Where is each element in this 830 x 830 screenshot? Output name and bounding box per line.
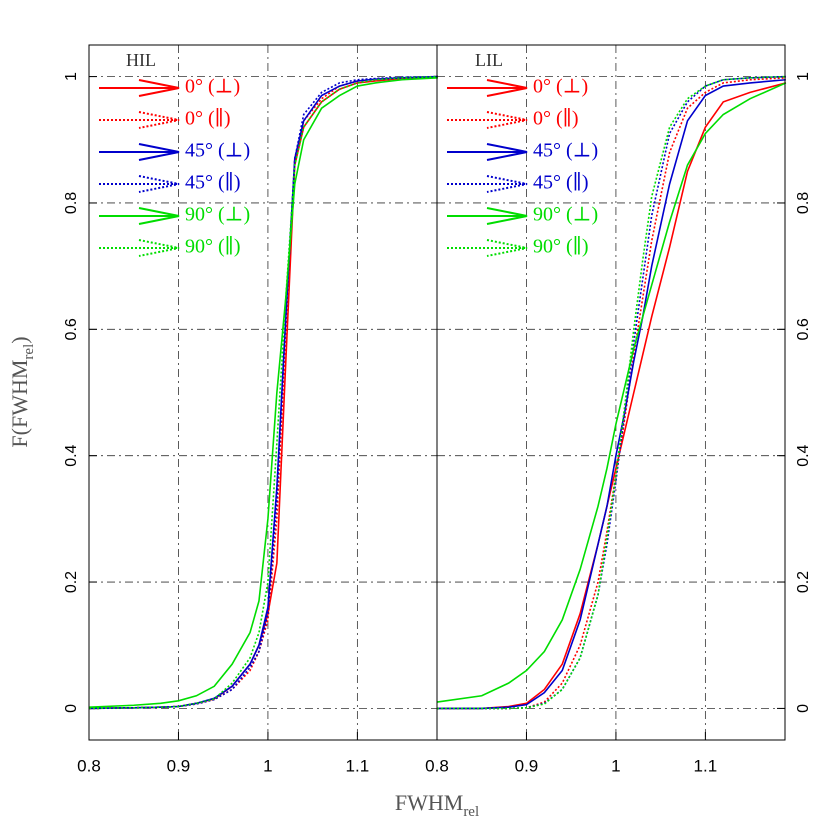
legend-arrowhead (486, 111, 528, 129)
legend-arrowhead (138, 175, 180, 193)
legend-arrowhead (138, 207, 180, 225)
y-tick-label: 0.4 (63, 444, 80, 466)
y-label-main: F(FWHM (7, 360, 32, 448)
y-tick-label: 0 (795, 704, 812, 713)
legend-arrowhead (486, 207, 528, 225)
x-tick-label: 0.9 (167, 756, 191, 775)
legend-arrowhead (138, 239, 180, 257)
data-line (88, 75, 438, 710)
x-tick-label: 1 (263, 756, 272, 775)
y-tick-label: 0.2 (795, 571, 812, 593)
x-tick-label: 1.1 (694, 756, 718, 775)
legend-arrowhead (138, 79, 180, 97)
legend-label: 45° (∥) (533, 172, 589, 194)
y-label-sub: rel (21, 344, 37, 360)
legend-arrowhead (486, 175, 528, 193)
y-tick-label: 0.6 (795, 318, 812, 340)
x-tick-label: 0.8 (77, 756, 101, 775)
data-line (88, 75, 438, 710)
legend-label: 90° (∥) (185, 236, 241, 258)
legend-arrowhead (138, 111, 180, 129)
data-line (88, 75, 438, 710)
y-axis-label: F(FWHMrel) (7, 336, 37, 447)
legend-label: 45° (⊥) (533, 140, 598, 162)
data-line (88, 75, 438, 710)
y-tick-label: 0 (63, 704, 80, 713)
legend-label: 90° (⊥) (185, 204, 250, 226)
data-line (437, 75, 786, 710)
legend-arrowhead (486, 143, 528, 161)
y-label-end: ) (7, 336, 32, 343)
legend-label: 0° (⊥) (185, 76, 240, 98)
x-tick-label: 1 (611, 756, 620, 775)
x-axis-label: FWHMrel (395, 790, 479, 820)
y-tick-label: 0.8 (63, 192, 80, 214)
data-line (436, 82, 787, 703)
data-line (437, 75, 786, 710)
legend-label: 90° (⊥) (533, 204, 598, 226)
legend-label: 45° (⊥) (185, 140, 250, 162)
y-tick-label: 1 (795, 72, 812, 81)
y-tick-label: 0.8 (795, 192, 812, 214)
data-line (437, 78, 786, 710)
legend-arrowhead (486, 79, 528, 97)
y-tick-label: 0.6 (63, 318, 80, 340)
y-tick-label: 1 (63, 72, 80, 81)
x-label-main: FWHM (395, 790, 463, 815)
legend-label: 0° (∥) (185, 108, 231, 130)
panel-title: LIL (475, 50, 503, 70)
y-tick-label: 0.4 (795, 444, 812, 466)
panel-title: HIL (126, 50, 156, 70)
y-tick-label: 0.2 (63, 571, 80, 593)
legend-arrowhead (486, 239, 528, 257)
plot-frame (436, 44, 786, 741)
legend-arrowhead (138, 143, 180, 161)
legend-label: 0° (∥) (533, 108, 579, 130)
data-line (88, 75, 438, 710)
x-tick-label: 0.9 (515, 756, 539, 775)
data-line (437, 77, 786, 710)
x-tick-label: 1.1 (346, 756, 370, 775)
x-label-sub: rel (463, 804, 479, 820)
data-line (88, 77, 438, 708)
legend-label: 90° (∥) (533, 236, 589, 258)
data-line (437, 82, 787, 710)
x-tick-label: 0.8 (425, 756, 449, 775)
legend-label: 45° (∥) (185, 172, 241, 194)
legend-label: 0° (⊥) (533, 76, 588, 98)
